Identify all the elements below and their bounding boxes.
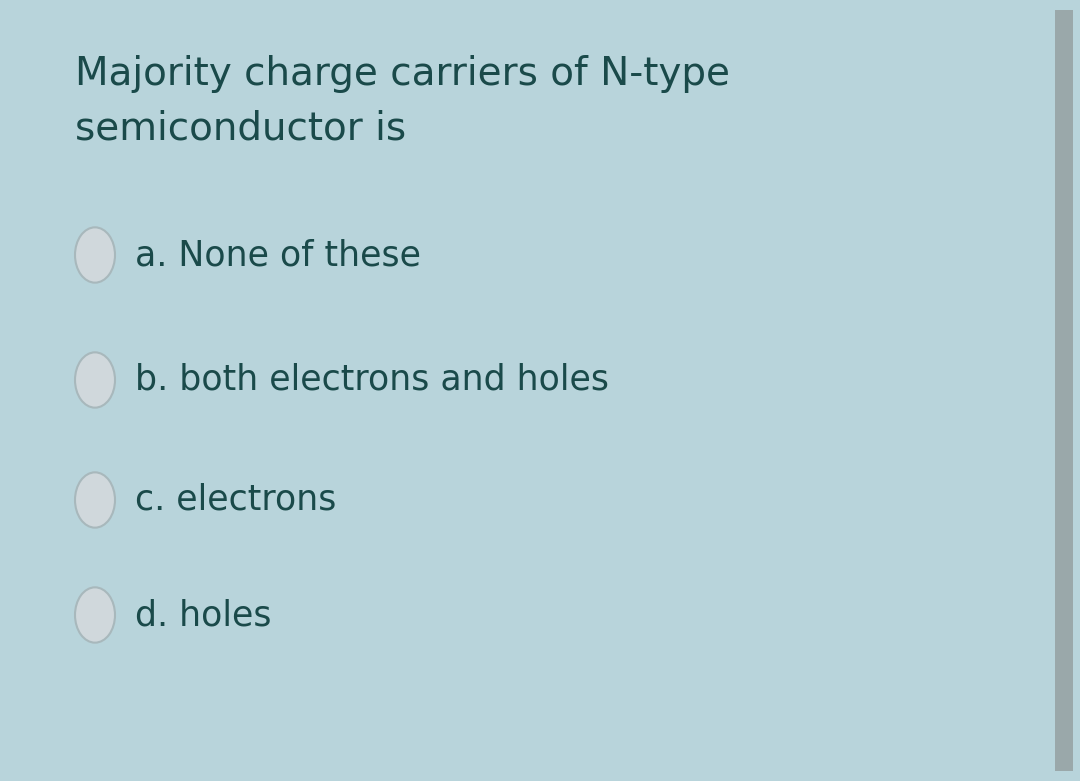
Text: d. holes: d. holes xyxy=(135,598,271,632)
Text: c. electrons: c. electrons xyxy=(135,483,336,517)
Bar xyxy=(1055,10,1074,771)
Ellipse shape xyxy=(75,352,114,408)
Ellipse shape xyxy=(75,587,114,643)
Text: a. None of these: a. None of these xyxy=(135,238,421,272)
Ellipse shape xyxy=(75,473,114,528)
Ellipse shape xyxy=(75,227,114,283)
Text: b. both electrons and holes: b. both electrons and holes xyxy=(135,363,609,397)
Text: semiconductor is: semiconductor is xyxy=(75,110,406,148)
Text: Majority charge carriers of N-type: Majority charge carriers of N-type xyxy=(75,55,730,93)
